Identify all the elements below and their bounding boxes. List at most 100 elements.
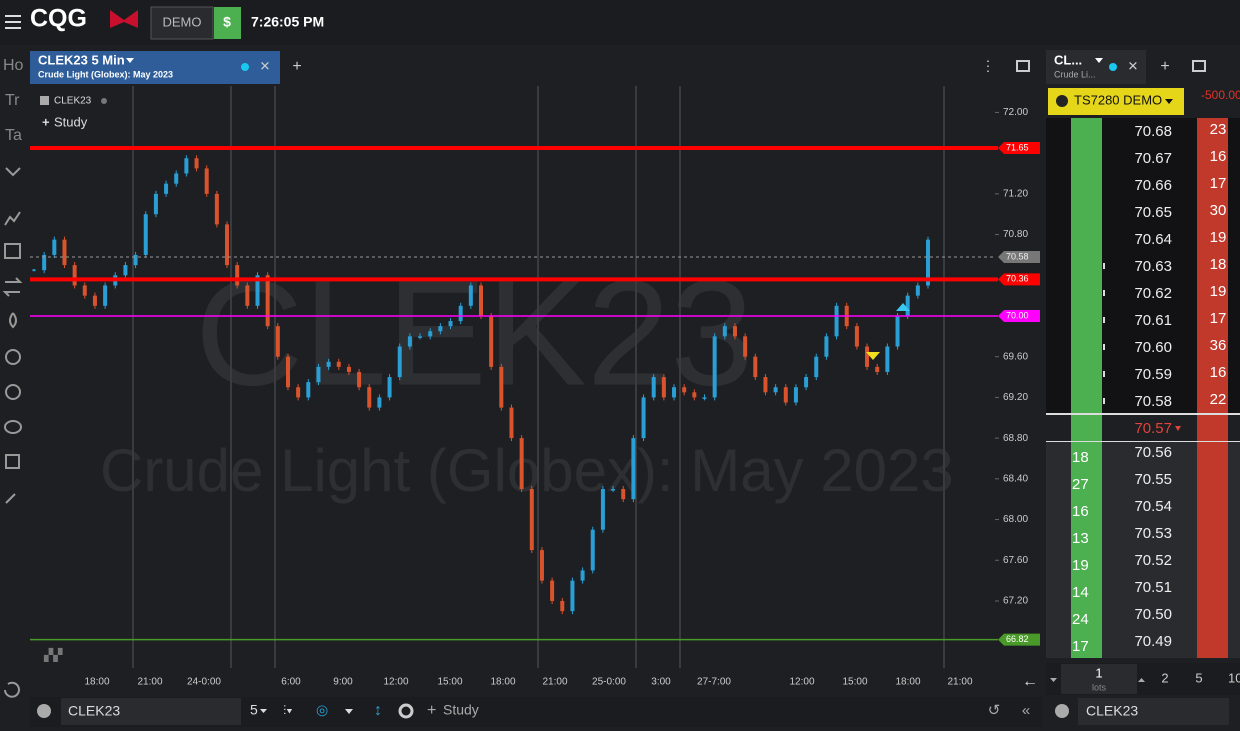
legend-settings[interactable]	[101, 98, 107, 104]
side-icons[interactable]	[2, 167, 23, 698]
dom-add[interactable]: +	[1160, 58, 1169, 75]
study-plus-bottom[interactable]: +	[427, 702, 436, 719]
y-tick-label: 70.80	[1003, 229, 1028, 240]
candle	[895, 315, 900, 347]
dom-arrow[interactable]	[1095, 58, 1103, 63]
toolbar-study[interactable]: Study	[443, 702, 479, 718]
candle	[32, 269, 36, 272]
interval-arrow[interactable]	[260, 709, 267, 713]
candle	[357, 371, 362, 388]
candle	[72, 265, 77, 286]
collapse[interactable]: «	[1022, 702, 1030, 719]
ask-column	[1197, 226, 1228, 253]
dom-info[interactable]	[1055, 704, 1069, 718]
volume-tick	[1103, 371, 1105, 377]
quick-lot[interactable]: 5	[1195, 670, 1202, 685]
currency-button[interactable]	[214, 7, 241, 39]
study-plus[interactable]: +	[42, 114, 50, 129]
ask-size: 36	[1210, 337, 1227, 354]
lots-label: lots	[1092, 682, 1107, 692]
maximize[interactable]	[1016, 60, 1030, 72]
lots-box[interactable]	[1061, 664, 1137, 694]
ask-column	[1197, 118, 1228, 145]
menu-icon[interactable]	[5, 15, 21, 29]
close-tab[interactable]: ✕	[260, 58, 271, 73]
candle	[905, 295, 910, 316]
candle	[529, 489, 534, 551]
candle	[285, 356, 290, 388]
bid-size: 27	[1072, 476, 1089, 493]
study-button[interactable]: Study	[54, 114, 88, 129]
scale-toggle[interactable]: ↕	[374, 702, 382, 719]
candle	[225, 224, 230, 266]
dom-symbol: CL...	[1054, 52, 1082, 67]
last-price-label: 70.58	[1006, 251, 1029, 261]
account-label: TS7280 DEMO	[1074, 92, 1162, 107]
bid-column	[1071, 280, 1102, 307]
candle	[722, 326, 727, 337]
candle	[590, 529, 595, 571]
dom-close[interactable]: ✕	[1128, 58, 1139, 73]
info-icon[interactable]	[37, 704, 51, 718]
x-tick-label: 27-7:00	[697, 677, 731, 688]
chart-logo: ▞▞	[43, 647, 63, 662]
candle	[834, 305, 839, 337]
ask-column	[1197, 523, 1228, 550]
currency-label: $	[223, 14, 231, 30]
candle	[915, 285, 920, 296]
x-tick-label: 9:00	[333, 677, 353, 688]
symbol-input[interactable]	[61, 698, 241, 725]
x-tick-label: 15:00	[842, 677, 867, 688]
quick-lot[interactable]: 10	[1228, 670, 1240, 685]
visibility[interactable]: ◎	[316, 702, 328, 718]
bid-column	[1071, 145, 1102, 172]
bid-size: 14	[1072, 584, 1089, 601]
more-menu[interactable]: ⋮	[981, 58, 995, 74]
demo-button[interactable]	[150, 6, 214, 40]
undo[interactable]: ↺	[988, 702, 1001, 719]
candle	[926, 239, 930, 286]
dom-maximize[interactable]	[1192, 60, 1206, 72]
candle	[600, 489, 605, 530]
chart-tab[interactable]	[30, 51, 280, 84]
candle	[804, 377, 809, 388]
candle	[519, 438, 524, 490]
bid-size: 24	[1072, 611, 1089, 628]
dom-price: 70.64	[1134, 231, 1172, 248]
candle	[621, 489, 626, 500]
dom-symbol-input-text: CLEK23	[1086, 703, 1138, 719]
side-tab[interactable]: Ta	[5, 127, 22, 144]
lots-down[interactable]	[1050, 678, 1057, 682]
watermark-name: Crude Light (Globex): May 2023	[100, 437, 954, 504]
settings[interactable]	[398, 703, 414, 719]
ask-column	[1197, 172, 1228, 199]
scroll-latest[interactable]: ←	[1022, 673, 1038, 690]
chart-tab-title: CLEK23 5 Min	[38, 52, 125, 67]
bid-column	[1071, 388, 1102, 415]
dom-symbol-input[interactable]	[1078, 698, 1229, 725]
visibility-arrow[interactable]	[345, 709, 353, 714]
side-tab[interactable]: Tr	[5, 92, 20, 109]
dropdown-arrow[interactable]	[126, 58, 134, 63]
add-tab[interactable]: +	[292, 58, 301, 75]
lots-up[interactable]	[1138, 678, 1145, 682]
lots-value: 1	[1095, 665, 1102, 680]
account-button[interactable]	[1048, 88, 1184, 115]
account-arrow[interactable]	[1165, 99, 1173, 104]
dom-price: 70.66	[1134, 177, 1172, 194]
x-tick-label: 3:00	[651, 677, 671, 688]
chart-type[interactable]: ⫶▾	[283, 702, 293, 717]
ask-size: 19	[1210, 229, 1227, 246]
volume-tick	[1103, 290, 1105, 296]
side-tab[interactable]: Ho	[3, 57, 24, 74]
ask-column	[1197, 415, 1228, 442]
candle	[468, 285, 473, 306]
demo-label: DEMO	[163, 14, 202, 29]
ask-column	[1197, 253, 1228, 280]
interval[interactable]: 5	[250, 702, 258, 718]
candle	[255, 275, 260, 306]
symbol-input-text: CLEK23	[68, 703, 120, 719]
dom-price: 70.68	[1134, 123, 1172, 140]
dom-tab[interactable]	[1046, 50, 1146, 84]
quick-lot[interactable]: 2	[1161, 670, 1168, 685]
